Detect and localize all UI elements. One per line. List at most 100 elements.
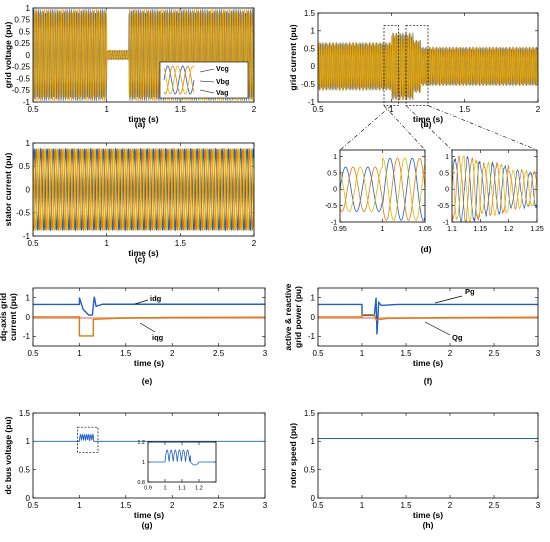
x-axis-label: time (s)	[128, 248, 158, 258]
x-axis-label: time (s)	[413, 114, 443, 124]
x-tick-label: 1	[360, 349, 365, 358]
axes-frame	[32, 142, 255, 237]
x-tick-label: 2	[252, 105, 257, 114]
inset-box	[159, 61, 249, 99]
annotation-arrow	[424, 321, 451, 336]
axes-frame	[317, 287, 539, 347]
panel-caption: (b)	[421, 119, 432, 129]
y-axis-label: grid voltage (pu)	[3, 22, 13, 89]
chart-d1: 0.95 1 1.05 -1 -0.5 0 0.5 1	[325, 149, 432, 233]
x-tick-label: 1.1	[447, 226, 457, 233]
y-tick-label: 0	[445, 187, 449, 194]
x-tick-label: 0.5	[312, 105, 324, 114]
y-tick-label: 0.5	[304, 44, 316, 53]
x-tick-label: 2.5	[488, 501, 500, 510]
series-Qg-line	[318, 313, 538, 321]
y-tick-label: 0	[311, 62, 316, 71]
chart-b: 0.5 1 1.5 2 -1 -0.5 0 0.5 1 1.5 time (s) grid curre…	[288, 9, 541, 129]
x-tick-label: 1	[104, 239, 109, 248]
x-tick-label: 2	[448, 349, 453, 358]
y-tick-label: -1	[23, 232, 31, 241]
annotation-qg: Qg	[452, 333, 463, 342]
x-tick-label: 1.5	[459, 105, 471, 114]
plot-layer	[318, 297, 538, 335]
y-tick-label: 0.25	[14, 39, 30, 48]
y-tick-label: -1	[443, 219, 449, 226]
x-tick-label: 0.5	[312, 349, 324, 358]
plot-layer	[452, 154, 537, 222]
inset-arrow	[199, 80, 215, 83]
x-tick-label: 2.5	[213, 349, 225, 358]
chart-c: 0.5 1 1.5 2 -1 -0.5 0 0.5 1 time (s) stator curren…	[3, 139, 257, 264]
chart-f: 0.5 1 1.5 2 2.5 3 -1 0 1 time (s) active & reactiv…	[283, 283, 541, 386]
y-tick-label: 1	[26, 4, 31, 13]
x-tick-label: 1	[389, 105, 394, 114]
y-axis-label: rotor speed (pu)	[288, 423, 298, 488]
y-tick-label: 0.5	[327, 170, 337, 177]
x-tick-label: 1	[77, 501, 82, 510]
x-tick-label: 1.25	[530, 226, 544, 233]
y-tick-label: 0	[311, 494, 316, 503]
annotation-arrow	[139, 322, 156, 333]
y-tick-label: 0.5	[439, 170, 449, 177]
y-tick-label: 1	[142, 460, 145, 466]
x-tick-label: 1.5	[400, 501, 412, 510]
x-tick-label: 1.1	[178, 486, 186, 492]
x-tick-label: 1.5	[175, 105, 187, 114]
y-tick-label: 0	[311, 313, 316, 322]
y-tick-label: -1	[23, 332, 31, 341]
y-tick-label: 0	[333, 187, 337, 194]
x-axis-label: time (s)	[134, 358, 164, 368]
annotation-iqg: iqg	[152, 333, 164, 342]
phase-3-line	[318, 32, 538, 101]
phase-3-line	[340, 157, 425, 221]
y-axis-label: grid power (pu)	[293, 286, 303, 348]
x-tick-label: 2	[170, 501, 175, 510]
series-iqg-line	[33, 316, 265, 337]
series-vdc-line	[33, 433, 265, 442]
x-tick-label: 1.5	[400, 349, 412, 358]
x-axis-label: time (s)	[413, 510, 443, 520]
x-tick-label: 1.5	[120, 349, 132, 358]
plot-layer	[33, 433, 265, 442]
plot-area	[318, 413, 538, 498]
axes-frame	[147, 441, 217, 483]
phase-1-line	[452, 156, 537, 222]
axes-frame	[32, 7, 255, 103]
panel-caption: (h)	[423, 520, 434, 530]
plot-layer	[148, 449, 216, 466]
y-tick-label: 1.5	[304, 9, 316, 18]
y-tick-label: -1	[23, 98, 31, 107]
y-tick-label: -1	[308, 98, 316, 107]
x-tick-label: 0.5	[27, 501, 39, 510]
y-axis-label: active & reactive	[283, 283, 293, 350]
axes-frame	[339, 149, 426, 223]
y-tick-label: -0.5	[325, 203, 337, 210]
y-tick-label: -0.25	[12, 63, 31, 72]
axes-frame	[32, 287, 266, 347]
panel-caption: (c)	[135, 254, 146, 264]
y-axis-label: current (pu)	[8, 293, 18, 341]
y-tick-label: 0	[26, 313, 31, 322]
y-tick-label: -0.5	[301, 80, 315, 89]
x-tick-label: 1	[77, 349, 82, 358]
axes-frame	[317, 412, 539, 499]
x-tick-label: 0.9	[144, 486, 152, 492]
x-tick-label: 3	[263, 349, 268, 358]
y-tick-label: -0.5	[16, 209, 30, 218]
y-tick-label: -0.75	[12, 86, 31, 95]
panel-caption: (e)	[142, 376, 153, 386]
phase-3-line	[452, 154, 537, 222]
phase-2-line	[33, 147, 254, 232]
x-tick-label: 1	[381, 226, 385, 233]
y-tick-label: 0.8	[137, 480, 145, 486]
y-axis-label: dc bus voltage (pu)	[3, 416, 13, 494]
inset-label: Vcg	[216, 66, 229, 73]
inset-label: Vbg	[216, 79, 229, 86]
panel-caption: (a)	[135, 119, 146, 129]
phase-1-line	[318, 32, 538, 101]
y-tick-label: 1.5	[304, 409, 316, 418]
x-tick-label: 0.5	[27, 105, 39, 114]
